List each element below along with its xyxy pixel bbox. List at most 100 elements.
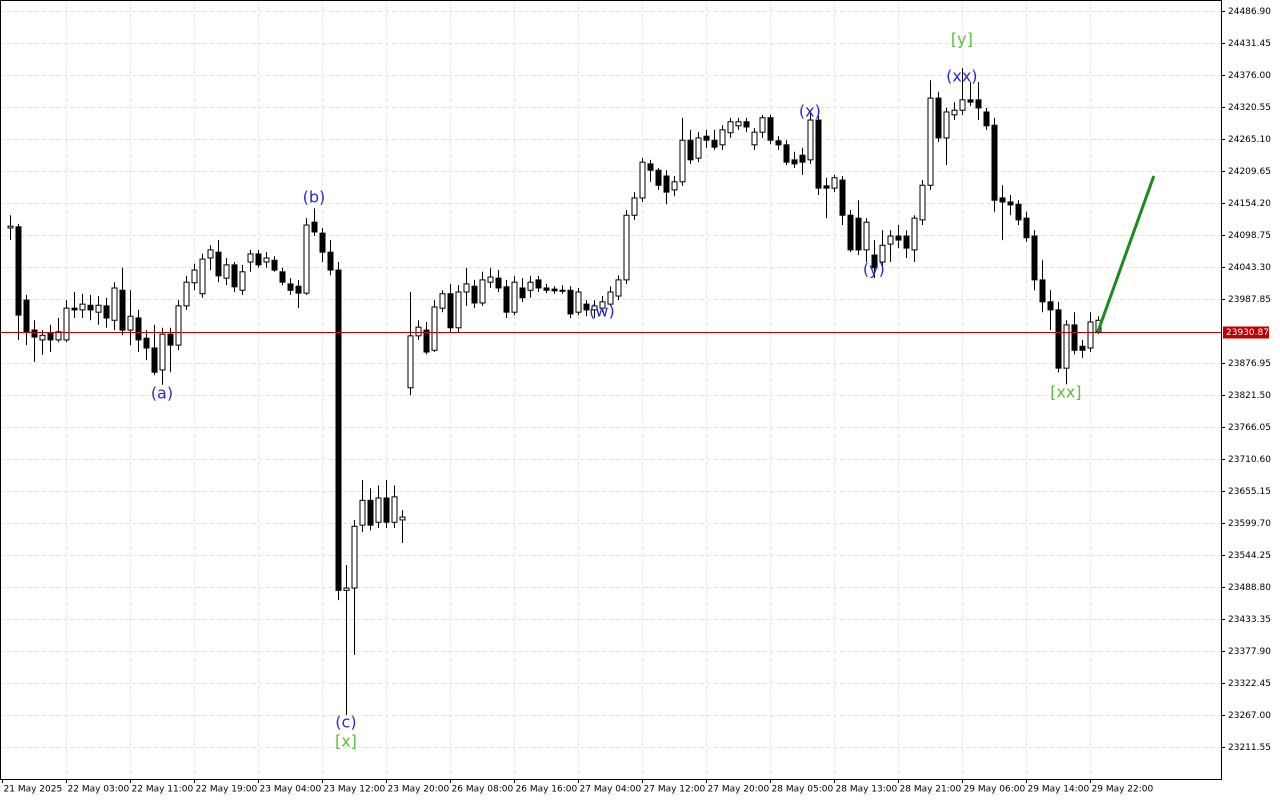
candle-body xyxy=(231,264,238,288)
candle-body xyxy=(279,271,286,283)
x-tick-label: 26 May 08:00 xyxy=(452,785,514,795)
candle-body xyxy=(623,214,630,281)
marks: [y] (xx) (x) (y) (w) (a) (b) (c)[x] [xx] xyxy=(0,29,1221,751)
candle-body xyxy=(111,287,118,321)
candle-body xyxy=(119,289,126,331)
candle-body xyxy=(263,257,270,263)
candle-body xyxy=(903,235,910,249)
candle-body xyxy=(143,337,150,349)
wave-label: (xx) xyxy=(946,66,977,85)
candle-body xyxy=(671,181,678,191)
y-tick-label: 23377.90 xyxy=(1228,647,1271,657)
candle-body xyxy=(431,306,438,351)
y-tick-label: 23211.55 xyxy=(1228,743,1271,753)
candle-body xyxy=(239,271,246,291)
y-tick-label: 24209.65 xyxy=(1228,167,1271,177)
x-tick-label: 23 May 12:00 xyxy=(324,785,386,795)
candle-body xyxy=(1039,279,1046,303)
candle-body xyxy=(703,135,710,141)
candle-body xyxy=(303,224,310,294)
candle-body xyxy=(1079,345,1086,351)
y-tick-label: 23433.35 xyxy=(1228,615,1271,625)
wave-label: [y] xyxy=(951,29,973,48)
candle-body xyxy=(343,587,350,591)
y-tick-label: 23766.05 xyxy=(1228,423,1271,433)
y-tick-label: 23488.80 xyxy=(1228,583,1271,593)
x-tick-label: 29 May 14:00 xyxy=(1028,785,1090,795)
candle-body xyxy=(95,304,102,313)
wave-label: [x] xyxy=(335,732,357,751)
wave-label: (b) xyxy=(303,187,326,206)
candle-body xyxy=(863,221,870,251)
candle-body xyxy=(543,287,550,291)
candle-body xyxy=(79,303,86,311)
y-tick-label: 24098.75 xyxy=(1228,231,1271,241)
candle-body xyxy=(15,226,22,316)
candle-body xyxy=(687,139,694,161)
y-tick-label: 23710.60 xyxy=(1228,455,1271,465)
candle-body xyxy=(655,169,662,186)
candle-body xyxy=(351,525,358,589)
candle-body xyxy=(911,217,918,251)
candle-body xyxy=(7,225,14,229)
candle-body xyxy=(879,244,886,263)
candle-body xyxy=(375,497,382,523)
candle-body xyxy=(615,279,622,297)
candle-body xyxy=(791,159,798,165)
candle-body xyxy=(423,329,430,353)
candle-body xyxy=(823,185,830,189)
y-tick-label: 23322.45 xyxy=(1228,679,1271,689)
candle-body xyxy=(335,269,342,591)
candle-body xyxy=(711,139,718,148)
candle-body xyxy=(695,137,702,159)
candle-body xyxy=(487,276,494,283)
candle-body xyxy=(135,317,142,341)
candle-body xyxy=(871,254,878,269)
candle-body xyxy=(927,97,934,186)
candle-body xyxy=(607,291,614,305)
candle-body xyxy=(1087,321,1094,349)
candle-body xyxy=(935,97,942,139)
candle-body xyxy=(575,291,582,313)
x-tick-label: 22 May 03:00 xyxy=(68,785,130,795)
candle-body xyxy=(815,119,822,189)
x-tick-label: 27 May 20:00 xyxy=(708,785,770,795)
x-tick-label: 27 May 04:00 xyxy=(580,785,642,795)
y-tick-label: 23655.15 xyxy=(1228,487,1271,497)
wave-label: [xx] xyxy=(1050,382,1081,401)
candle-body xyxy=(943,111,950,139)
wave-label: (c) xyxy=(335,713,356,732)
candle-body xyxy=(295,285,302,294)
candle-body xyxy=(511,281,518,313)
candle-body xyxy=(383,497,390,523)
candle-body xyxy=(191,269,198,284)
candle-body xyxy=(159,333,166,371)
x-tick-label: 28 May 05:00 xyxy=(772,785,834,795)
candle-body xyxy=(767,117,774,141)
candle-body xyxy=(951,109,958,116)
candle-body xyxy=(63,307,70,341)
candle-body xyxy=(47,332,54,341)
y-tick-label: 23987.85 xyxy=(1228,295,1271,305)
wave-label: (y) xyxy=(863,260,885,279)
candle-body xyxy=(647,163,654,171)
candle-body xyxy=(679,139,686,183)
candle-body xyxy=(391,496,398,523)
candle-body xyxy=(751,131,758,146)
y-tick-label: 24431.45 xyxy=(1228,39,1271,49)
current-price-box xyxy=(1223,326,1269,339)
y-tick-label: 23599.70 xyxy=(1228,519,1271,529)
candle-body xyxy=(319,232,326,253)
candle-body xyxy=(919,184,926,221)
candle-body xyxy=(399,516,406,521)
candle-body xyxy=(247,253,254,263)
candle-body xyxy=(839,179,846,216)
y-tick-label: 24376.00 xyxy=(1228,71,1271,81)
y-tick-label: 24043.30 xyxy=(1228,263,1271,273)
candle-body xyxy=(743,121,750,128)
candle-body xyxy=(599,301,606,309)
candle-body xyxy=(447,293,454,329)
candle-body xyxy=(831,177,838,189)
